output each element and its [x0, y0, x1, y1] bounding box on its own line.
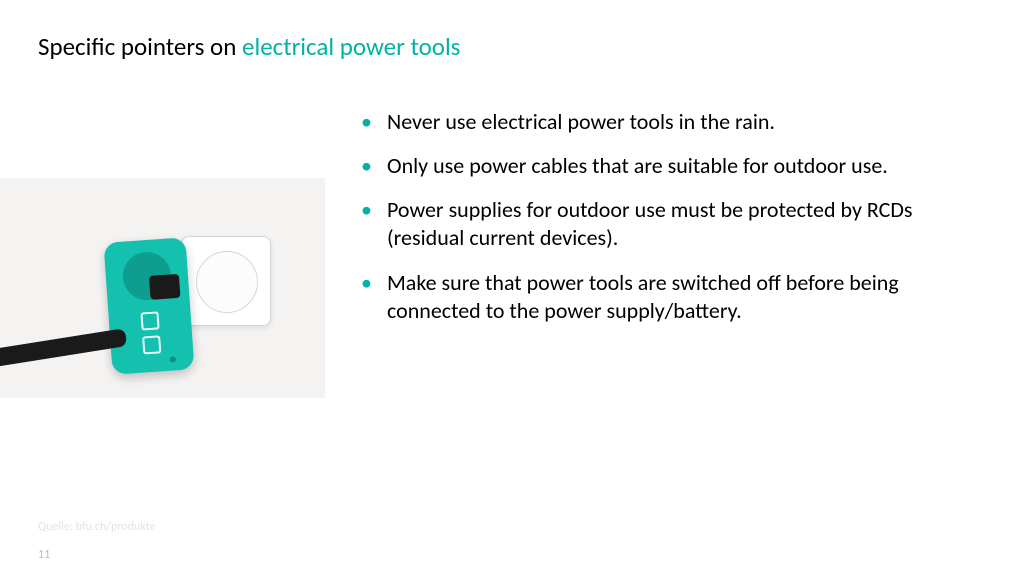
list-item: Only use power cables that are suitable … — [359, 152, 979, 180]
device-button-icon — [140, 311, 159, 330]
plug-head-icon — [149, 274, 181, 300]
slide-title: Specific pointers on electrical power to… — [38, 32, 460, 62]
page-number: 11 — [38, 548, 50, 562]
power-cable-icon — [0, 328, 127, 384]
outlet-socket-icon — [196, 251, 258, 313]
list-item: Make sure that power tools are switched … — [359, 269, 979, 325]
device-button-icon — [142, 335, 161, 354]
plug-socket-icon — [121, 250, 172, 301]
smart-plug-icon — [103, 237, 194, 374]
title-part-a: Specific pointers on — [38, 31, 242, 62]
slide: Specific pointers on electrical power to… — [0, 0, 1024, 576]
bullet-list: Never use electrical power tools in the … — [359, 108, 979, 341]
product-image — [0, 178, 325, 398]
list-item: Never use electrical power tools in the … — [359, 108, 979, 136]
title-part-b: electrical power tools — [242, 31, 460, 62]
wall-outlet-icon — [181, 236, 271, 326]
list-item: Power supplies for outdoor use must be p… — [359, 196, 979, 252]
source-attribution: Quelle: bfu.ch/produkte — [38, 520, 155, 534]
device-led-icon — [170, 356, 176, 362]
